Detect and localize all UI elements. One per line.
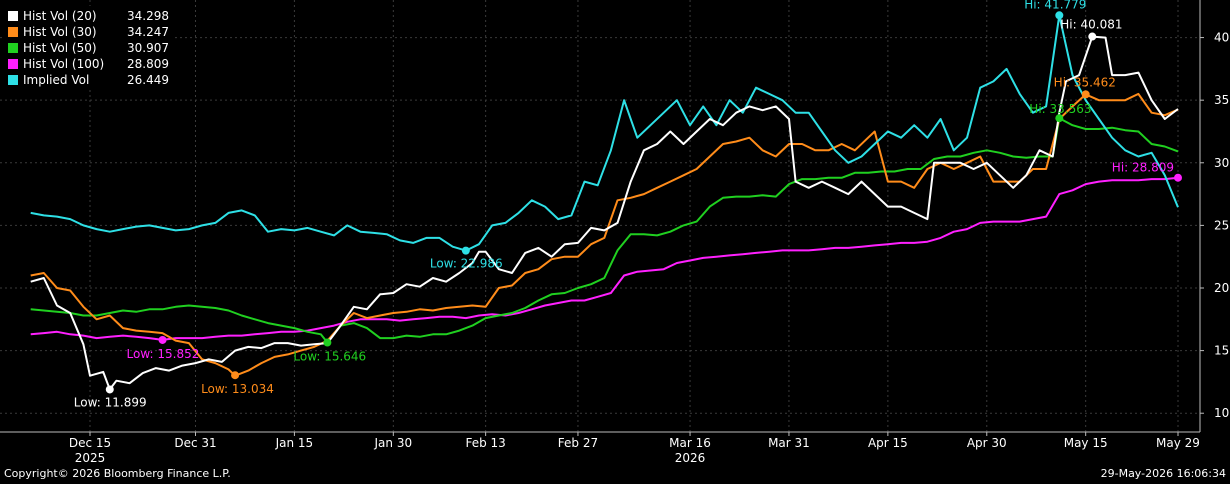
extreme-label: Hi: 33.563	[1029, 102, 1091, 116]
copyright-text: Copyright© 2026 Bloomberg Finance L.P.	[4, 467, 231, 480]
y-tick-label: 25	[1214, 218, 1229, 232]
legend-swatch	[8, 43, 18, 53]
extreme-marker	[1088, 32, 1097, 41]
legend-value: 30.907	[127, 41, 169, 55]
x-tick-label: Jan 30	[374, 436, 413, 450]
y-tick-label: 35	[1214, 93, 1229, 107]
extreme-marker	[1174, 173, 1182, 182]
x-tick-label: May 29	[1156, 436, 1200, 450]
legend-item-hist-vol-50[interactable]: Hist Vol (50) 30.907	[8, 40, 169, 56]
extreme-label: Low: 11.899	[74, 395, 147, 409]
legend-value: 34.247	[127, 25, 169, 39]
extreme-label: Hi: 28.809	[1112, 161, 1174, 175]
y-tick-label: 15	[1214, 344, 1229, 358]
legend-item-implied-vol[interactable]: Implied Vol 26.449	[8, 72, 169, 88]
extreme-label: Hi: 35.462	[1054, 75, 1116, 89]
extreme-marker	[1055, 114, 1064, 123]
extreme-marker	[323, 338, 332, 347]
extreme-marker	[231, 371, 240, 380]
x-tick-label: Dec 31	[174, 436, 216, 450]
x-tick-label: Apr 15	[868, 436, 908, 450]
series-line-hist-vol-20	[30, 35, 1179, 391]
legend-value: 28.809	[127, 57, 169, 71]
series-line-implied-vol	[30, 14, 1179, 252]
y-tick-label: 30	[1214, 156, 1229, 170]
legend-label: Hist Vol (20)	[23, 9, 97, 23]
legend-label: Implied Vol	[23, 73, 90, 87]
x-tick-label: Mar 31	[768, 436, 810, 450]
extreme-marker	[1055, 11, 1064, 20]
x-tick-label: May 15	[1064, 436, 1108, 450]
legend-value: 34.298	[127, 9, 169, 23]
timestamp-text: 29-May-2026 16:06:34	[1100, 467, 1226, 480]
extreme-label: Low: 15.852	[127, 347, 200, 361]
legend-item-hist-vol-100[interactable]: Hist Vol (100) 28.809	[8, 56, 169, 72]
extreme-label: Hi: 41.779	[1024, 0, 1086, 11]
x-tick-label: Mar 16	[669, 436, 711, 450]
x-year-label: 2026	[675, 451, 706, 465]
legend-item-hist-vol-20[interactable]: Hist Vol (20) 34.298	[8, 8, 169, 24]
extreme-marker	[461, 246, 470, 255]
legend-label: Hist Vol (100)	[23, 57, 105, 71]
legend-label: Hist Vol (30)	[23, 25, 97, 39]
x-tick-label: Apr 30	[967, 436, 1007, 450]
x-tick-label: Feb 27	[558, 436, 598, 450]
extreme-label: Low: 22.986	[430, 257, 503, 271]
extreme-label: Hi: 40.081	[1060, 18, 1122, 32]
series-line-hist-vol-50	[30, 117, 1179, 344]
legend-swatch	[8, 27, 18, 37]
series-line-hist-vol-100	[30, 176, 1179, 341]
x-tick-label: Feb 13	[465, 436, 505, 450]
y-tick-label: 10	[1214, 406, 1229, 420]
extreme-marker	[105, 385, 114, 394]
y-tick-label: 20	[1214, 281, 1229, 295]
legend-swatch	[8, 75, 18, 85]
legend-swatch	[8, 59, 18, 69]
extreme-marker	[158, 335, 167, 344]
series-line-hist-vol-30	[30, 92, 1179, 377]
legend-swatch	[8, 11, 18, 21]
legend: Hist Vol (20) 34.298 Hist Vol (30) 34.24…	[4, 6, 173, 90]
legend-item-hist-vol-30[interactable]: Hist Vol (30) 34.247	[8, 24, 169, 40]
legend-label: Hist Vol (50)	[23, 41, 97, 55]
x-tick-label: Jan 15	[275, 436, 314, 450]
extreme-label: Low: 13.034	[201, 382, 274, 396]
x-year-label: 2025	[75, 451, 106, 465]
legend-value: 26.449	[127, 73, 169, 87]
extreme-label: Low: 15.646	[293, 350, 366, 364]
y-tick-label: 40	[1214, 31, 1229, 45]
x-tick-label: Dec 15	[69, 436, 111, 450]
extreme-marker	[1081, 90, 1090, 99]
